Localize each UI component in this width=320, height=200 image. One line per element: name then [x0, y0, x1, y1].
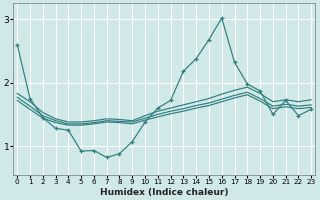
X-axis label: Humidex (Indice chaleur): Humidex (Indice chaleur) [100, 188, 228, 197]
